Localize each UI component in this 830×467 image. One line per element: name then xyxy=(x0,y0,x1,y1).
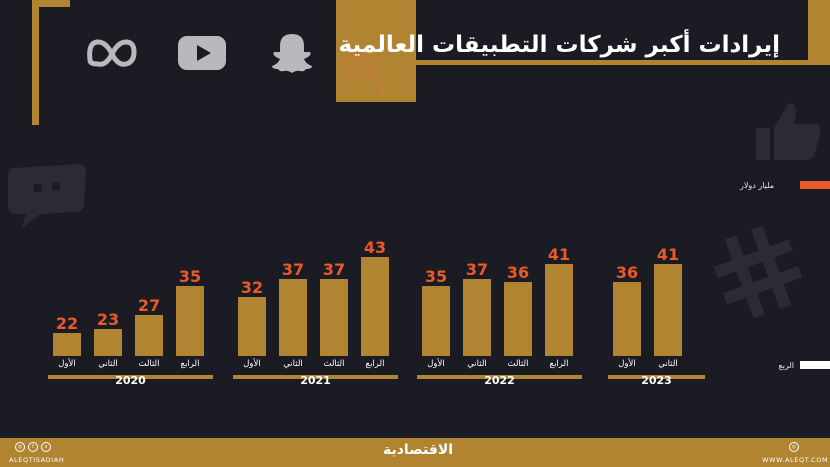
bar-2021-q1 xyxy=(238,296,266,356)
bar-chart: 22 الأول 23 الثاني 27 الثالث 35 الرابع 2020 32 الأ… xyxy=(48,238,705,387)
snapchat-icon xyxy=(272,34,312,73)
feather-decor-icon xyxy=(343,47,385,95)
year-label: 2022 xyxy=(484,374,515,387)
value-label: 22 xyxy=(55,313,79,333)
legend-swatch-value xyxy=(800,181,830,189)
facebook-icon[interactable]: f xyxy=(28,442,38,452)
deco-corner-right xyxy=(808,0,830,64)
bar-2020-q4 xyxy=(176,286,204,356)
year-underline xyxy=(233,375,398,379)
value-label: 41 xyxy=(656,245,680,265)
year-label: 2020 xyxy=(115,374,146,387)
bar-2020-q3 xyxy=(135,314,163,356)
instagram-icon[interactable]: ◎ xyxy=(15,442,25,452)
bar-2022-q4 xyxy=(545,264,573,356)
bar-2023-q1 xyxy=(613,282,641,356)
quarter-label: الثالث xyxy=(138,359,160,369)
quarter-label: الثالث xyxy=(323,359,345,369)
quarter-label: الأول xyxy=(618,359,636,369)
value-label: 36 xyxy=(506,263,530,283)
bar-2020-q2 xyxy=(94,329,122,356)
bar-2020-q1 xyxy=(53,332,81,356)
bar-2022-q3 xyxy=(504,282,532,356)
quarter-label: الثالث xyxy=(507,359,529,369)
quarter-label: الثاني xyxy=(467,359,487,369)
thumbs-up-icon xyxy=(756,103,821,160)
speech-bubble-icon xyxy=(8,164,86,228)
page-title: إيرادات أكبر شركات التطبيقات العالمية xyxy=(338,32,780,58)
year-underline xyxy=(417,375,582,379)
legend-label-value: مليار دولار xyxy=(739,181,774,190)
bar-2023-q2 xyxy=(654,264,682,356)
quarter-label: الثاني xyxy=(658,359,678,369)
quarter-label: الأول xyxy=(243,359,261,369)
quarter-label: الثاني xyxy=(283,359,303,369)
value-label: 36 xyxy=(615,263,639,283)
value-label: 37 xyxy=(465,259,489,279)
value-label: 43 xyxy=(363,238,387,258)
x-icon[interactable]: x xyxy=(41,442,51,452)
legend-label-quarter: الربع xyxy=(778,361,794,370)
globe-icon[interactable]: ◎ xyxy=(789,442,799,452)
bar-2021-q2 xyxy=(279,278,307,356)
bar-2021-q4 xyxy=(361,257,389,356)
year-label: 2021 xyxy=(300,374,331,387)
value-label: 23 xyxy=(96,310,120,330)
legend-swatch-quarter xyxy=(800,361,830,369)
brand-logo: الاقتصادية xyxy=(383,442,454,458)
value-label: 27 xyxy=(137,295,161,315)
meta-icon xyxy=(87,39,137,67)
quarter-label: الثاني xyxy=(98,359,118,369)
value-label: 37 xyxy=(322,259,346,279)
deco-frame-top xyxy=(32,0,70,7)
value-label: 35 xyxy=(178,267,202,286)
quarter-label: الرابع xyxy=(549,359,569,369)
value-label: 35 xyxy=(424,267,448,286)
year-underline xyxy=(48,375,213,379)
year-label: 2023 xyxy=(641,374,672,387)
year-underline xyxy=(608,375,705,379)
value-label: 37 xyxy=(281,259,305,279)
quarter-label: الأول xyxy=(58,359,76,369)
bar-2022-q2 xyxy=(463,278,491,356)
hashtag-icon xyxy=(713,225,803,319)
title-underline xyxy=(382,60,830,65)
footer-handle: ALEQTISADIAH xyxy=(9,456,65,464)
youtube-icon xyxy=(178,36,226,70)
quarter-label: الرابع xyxy=(180,359,200,369)
bar-2022-q1 xyxy=(422,286,450,356)
bar-2021-q3 xyxy=(320,278,348,356)
quarter-label: الأول xyxy=(427,359,445,369)
footer-website[interactable]: WWW.ALEQT.COM xyxy=(762,456,829,464)
value-label: 41 xyxy=(547,245,571,265)
quarter-label: الرابع xyxy=(365,359,385,369)
footer-bar xyxy=(0,438,830,467)
value-label: 32 xyxy=(240,277,264,297)
deco-frame-left xyxy=(32,0,39,125)
